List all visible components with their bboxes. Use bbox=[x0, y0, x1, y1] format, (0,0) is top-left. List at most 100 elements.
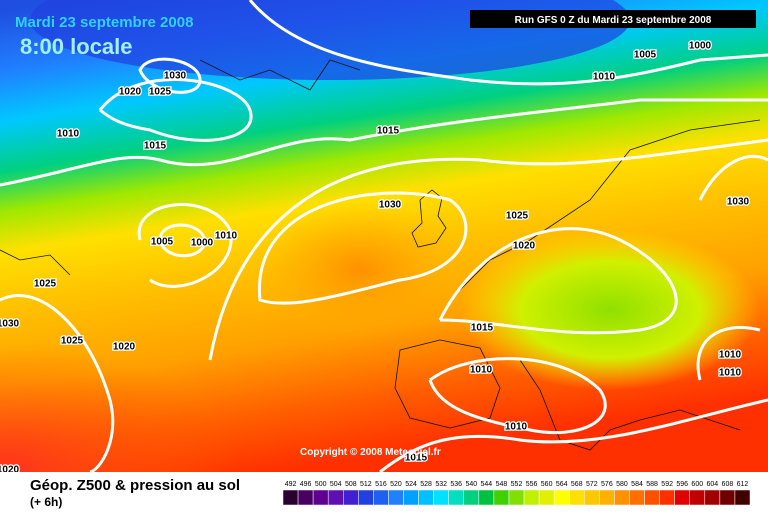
scale-label: 548 bbox=[496, 481, 508, 488]
scale-label: 508 bbox=[345, 481, 357, 488]
scale-label: 576 bbox=[601, 481, 613, 488]
scale-label: 568 bbox=[571, 481, 583, 488]
scale-label: 536 bbox=[450, 481, 462, 488]
isobar-label: 1015 bbox=[471, 323, 494, 334]
scale-label: 540 bbox=[465, 481, 477, 488]
run-info: Run GFS 0 Z du Mardi 23 septembre 2008 bbox=[515, 15, 712, 26]
scale-label: 572 bbox=[586, 481, 598, 488]
scale-label: 556 bbox=[526, 481, 538, 488]
isobar-label: 1015 bbox=[405, 453, 428, 464]
scale-label: 596 bbox=[676, 481, 688, 488]
scale-swatch bbox=[508, 489, 525, 506]
coastlines bbox=[0, 59, 761, 451]
scale-swatch bbox=[493, 489, 510, 506]
scale-label: 604 bbox=[706, 481, 718, 488]
isobar-label: 1010 bbox=[505, 422, 528, 433]
scale-label: 500 bbox=[315, 481, 327, 488]
scale-swatch bbox=[674, 489, 690, 506]
isobar-label: 1020 bbox=[119, 87, 142, 98]
isobars bbox=[0, 0, 768, 472]
scale-label: 492 bbox=[285, 481, 297, 488]
scale-label: 612 bbox=[737, 481, 749, 488]
isobar-label: 1025 bbox=[506, 211, 529, 222]
scale-swatch bbox=[659, 489, 675, 506]
scale-label: 588 bbox=[646, 481, 658, 488]
isobar-label: 1010 bbox=[470, 365, 493, 376]
scale-label: 512 bbox=[360, 481, 372, 488]
date: Mardi 23 septembre 2008 bbox=[15, 14, 193, 31]
scale-swatch bbox=[614, 489, 630, 506]
isobar-label: 1000 bbox=[191, 238, 214, 249]
scale-label: 544 bbox=[481, 481, 493, 488]
isobar-label: 1030 bbox=[379, 200, 402, 211]
scale-label: 608 bbox=[722, 481, 734, 488]
scale-label: 520 bbox=[390, 481, 402, 488]
scale-swatch bbox=[584, 489, 600, 506]
scale-swatch bbox=[523, 489, 540, 506]
trough-area bbox=[460, 230, 760, 390]
run-box bbox=[470, 10, 756, 28]
scale-label: 564 bbox=[556, 481, 568, 488]
footer-title: Géop. Z500 & pression au sol bbox=[30, 477, 240, 494]
scale-swatch bbox=[388, 489, 404, 506]
time: 8:00 locale bbox=[20, 34, 133, 59]
scale-swatch bbox=[734, 489, 751, 506]
scale-label: 580 bbox=[616, 481, 628, 488]
isobar-label: 1015 bbox=[377, 126, 400, 137]
scale-swatch bbox=[689, 489, 706, 506]
warm-area bbox=[0, 320, 280, 517]
isobar-label: 1010 bbox=[719, 350, 742, 361]
scale-label: 496 bbox=[300, 481, 312, 488]
isobar-label: 1030 bbox=[164, 71, 187, 82]
scale-swatch bbox=[312, 489, 329, 506]
scale-label: 560 bbox=[541, 481, 553, 488]
scale-swatch bbox=[538, 489, 555, 506]
scale-swatch bbox=[282, 489, 299, 506]
ridge-area bbox=[250, 200, 470, 340]
scale-swatch bbox=[327, 489, 344, 506]
isobar-label: 1020 bbox=[513, 241, 536, 252]
scale-swatch bbox=[418, 489, 434, 506]
scale-swatch bbox=[644, 489, 660, 506]
isobar-label: 1000 bbox=[689, 41, 712, 52]
scale-label: 516 bbox=[375, 481, 387, 488]
isobar-label: 1005 bbox=[634, 50, 657, 61]
scale-label: 532 bbox=[435, 481, 447, 488]
scale-swatch bbox=[343, 489, 359, 506]
scale-swatch bbox=[599, 489, 615, 506]
isobar-label: 1010 bbox=[215, 231, 238, 242]
scale-label: 584 bbox=[631, 481, 643, 488]
scale-swatch bbox=[568, 489, 585, 506]
scale-swatch bbox=[629, 489, 645, 506]
scale-swatch bbox=[297, 489, 314, 506]
scale-label: 600 bbox=[691, 481, 703, 488]
scale-swatch bbox=[478, 489, 495, 506]
scale-swatch bbox=[373, 489, 389, 506]
isobar-label: 1010 bbox=[593, 72, 616, 83]
scale-swatch bbox=[704, 489, 721, 506]
isobar-label: 1010 bbox=[57, 129, 80, 140]
scale-swatch bbox=[433, 489, 449, 506]
scale-label: 504 bbox=[330, 481, 342, 488]
scale-swatch bbox=[358, 489, 374, 506]
isobar-label: 1010 bbox=[719, 368, 742, 379]
isobar-label: 1025 bbox=[34, 279, 57, 290]
color-scale: 492 496 500 504 508 512 516 520 524 528 532 536 540 5… bbox=[282, 481, 751, 506]
scale-swatch bbox=[463, 489, 480, 506]
copyright: Copyright © 2008 Meteociel.fr bbox=[300, 447, 441, 458]
scale-swatch bbox=[403, 489, 419, 506]
scale-swatch bbox=[448, 489, 465, 506]
scale-swatch bbox=[553, 489, 570, 506]
scale-label: 524 bbox=[405, 481, 417, 488]
scale-label: 552 bbox=[511, 481, 523, 488]
isobar-label: 1020 bbox=[113, 342, 136, 353]
scale-swatch bbox=[719, 489, 736, 506]
footer-subtitle: (+ 6h) bbox=[30, 495, 62, 509]
isobar-label: 1030 bbox=[0, 319, 20, 330]
scale-label: 592 bbox=[661, 481, 673, 488]
isobar-label: 1025 bbox=[149, 87, 172, 98]
isobar-label: 1015 bbox=[144, 141, 167, 152]
isobar-label: 1005 bbox=[151, 237, 174, 248]
scale-label: 528 bbox=[420, 481, 432, 488]
